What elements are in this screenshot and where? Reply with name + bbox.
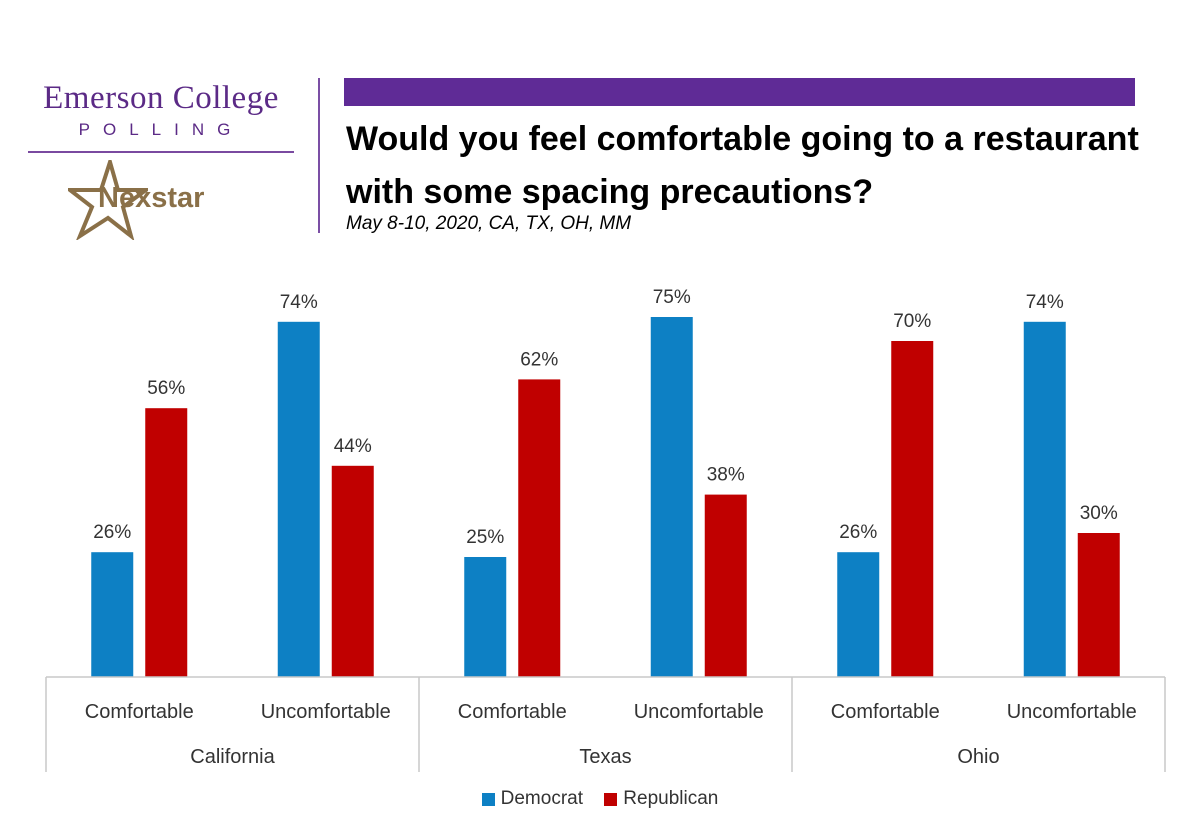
category-label-0: Comfortable (85, 701, 194, 723)
value-label-republican-0: 56% (147, 378, 185, 399)
group-label-ohio: Ohio (957, 746, 999, 768)
bar-democrat-3 (650, 317, 693, 677)
logo-divider (28, 151, 294, 153)
bar-republican-4 (891, 341, 934, 677)
value-label-democrat-1: 74% (280, 292, 318, 313)
category-label-4: Comfortable (831, 701, 940, 723)
category-label-1: Uncomfortable (261, 701, 391, 723)
nexstar-wordmark: Nexstar (98, 182, 205, 214)
accent-bar (344, 78, 1135, 106)
value-label-democrat-2: 25% (466, 527, 504, 548)
value-label-democrat-0: 26% (93, 522, 131, 543)
legend-label-republican: Republican (623, 788, 719, 809)
nexstar-star-icon (68, 160, 148, 240)
group-label-california: California (190, 746, 275, 768)
header-divider (318, 78, 320, 233)
bar-democrat-1 (277, 321, 320, 677)
value-label-republican-4: 70% (893, 311, 931, 332)
group-label-texas: Texas (579, 746, 631, 768)
value-label-democrat-3: 75% (653, 287, 691, 308)
value-label-democrat-4: 26% (839, 522, 877, 543)
bar-republican-3 (704, 494, 747, 677)
legend-swatch-democrat (481, 792, 495, 806)
category-label-2: Comfortable (458, 701, 567, 723)
bar-republican-0 (145, 408, 188, 677)
legend-item-democrat: Democrat (481, 788, 583, 810)
value-label-republican-2: 62% (520, 349, 558, 370)
value-label-republican-5: 30% (1080, 503, 1118, 524)
bar-democrat-5 (1023, 321, 1066, 677)
category-label-3: Uncomfortable (634, 701, 764, 723)
legend-item-republican: Republican (604, 788, 718, 810)
bar-democrat-4 (837, 552, 880, 677)
bar-republican-1 (331, 465, 374, 677)
value-label-republican-3: 38% (707, 465, 745, 486)
emerson-nexstar-logo: Emerson College POLLING Nexstar (20, 80, 310, 240)
legend-label-democrat: Democrat (500, 788, 583, 809)
category-label-5: Uncomfortable (1007, 701, 1137, 723)
emerson-college-wordmark: Emerson College (43, 80, 279, 116)
bar-republican-5 (1077, 533, 1120, 677)
page-subtitle: May 8-10, 2020, CA, TX, OH, MM (346, 213, 632, 234)
bar-democrat-2 (464, 557, 507, 677)
value-label-republican-1: 44% (334, 436, 372, 457)
bar-democrat-0 (91, 552, 134, 677)
page-title: Would you feel comfortable going to a re… (346, 120, 1139, 211)
chart-legend: Democrat Republican (0, 788, 1200, 812)
bar-republican-2 (518, 379, 561, 677)
polling-wordmark: POLLING (78, 120, 244, 139)
value-label-democrat-5: 74% (1026, 292, 1064, 313)
legend-swatch-republican (604, 792, 618, 806)
